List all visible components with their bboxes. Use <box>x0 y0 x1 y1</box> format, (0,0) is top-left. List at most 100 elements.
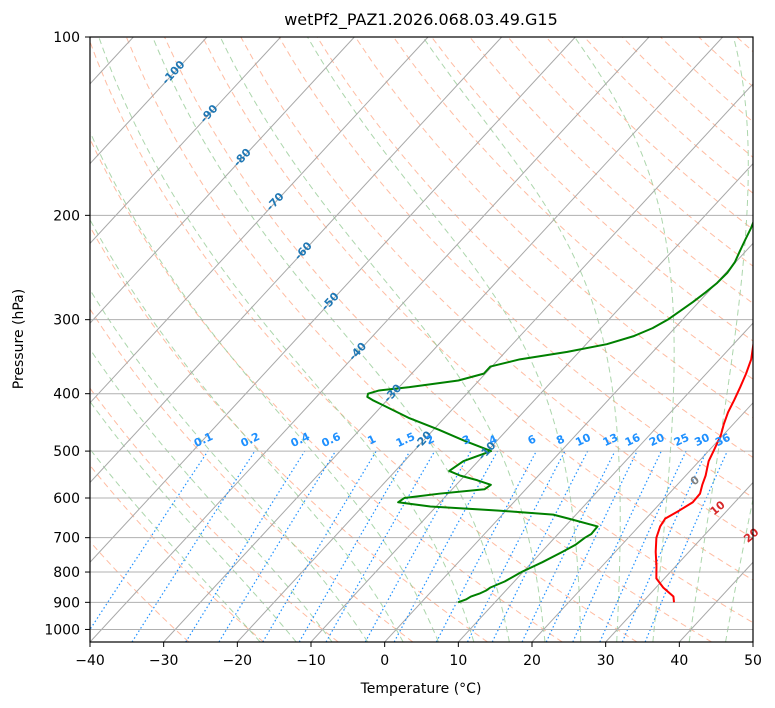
dry-adiabat-line <box>278 37 753 499</box>
moist-adiabat-line <box>422 37 621 642</box>
mixing-ratio-label: 3 <box>460 432 472 447</box>
moist-adiabat-line <box>98 37 475 642</box>
mixing-ratio-label: 30 <box>692 431 712 449</box>
moist-adiabat-line <box>90 130 439 642</box>
skewed-isotherm-line <box>605 481 753 642</box>
x-tick-label: 10 <box>449 653 467 669</box>
skewed-isotherm-line <box>90 37 503 484</box>
mixing-ratio-label: 0.6 <box>320 430 343 450</box>
y-tick-label: 200 <box>53 208 80 224</box>
y-tick-label: 700 <box>53 531 80 547</box>
mixing-ratio-line <box>644 450 728 642</box>
temperature-profile-line <box>654 341 753 603</box>
dry-adiabat-line <box>393 37 753 380</box>
skewed-isotherm-line <box>90 37 208 165</box>
skewed-isotherm-line <box>236 83 753 642</box>
skewed-isotherm-line <box>90 37 429 404</box>
plot-frame <box>89 36 754 643</box>
chart-title: wetPf2_PAZ1.2026.068.03.49.G15 <box>284 10 558 30</box>
y-tick-label: 600 <box>53 491 80 507</box>
x-tick-label: 30 <box>597 653 615 669</box>
mixing-ratio-label: 10 <box>573 431 593 449</box>
y-tick-label: 800 <box>53 565 80 581</box>
moist-adiabat-label: 0 <box>688 473 702 488</box>
mixing-ratio-line <box>435 450 537 642</box>
skewed-isotherm-line <box>384 242 753 642</box>
y-tick-label: 900 <box>53 595 80 611</box>
mixing-ratio-line <box>393 450 499 642</box>
moist-adiabat-line <box>152 37 510 642</box>
mixing-ratio-line <box>491 450 589 642</box>
mixing-ratio-label: 1.5 <box>394 430 417 450</box>
y-tick-label: 1000 <box>44 622 80 638</box>
skewed-isotherm-line <box>678 561 753 642</box>
y-tick-label: 500 <box>53 444 80 460</box>
x-tick-label: −10 <box>296 653 326 669</box>
x-tick-label: 40 <box>670 653 688 669</box>
mixing-ratio-line <box>572 450 662 642</box>
dry-adiabat-line <box>90 540 190 642</box>
mixing-ratio-line <box>599 450 687 642</box>
y-tick-label: 300 <box>53 313 80 329</box>
x-tick-label: 0 <box>380 653 389 669</box>
mixing-ratio-line <box>131 450 256 642</box>
mixing-ratio-line <box>90 450 209 631</box>
dry-adiabat-line <box>90 137 563 642</box>
dry-adiabat-line <box>164 37 753 624</box>
dry-adiabat-line <box>202 37 753 581</box>
x-axis-label: Temperature (°C) <box>360 681 482 697</box>
x-tick-label: −30 <box>149 653 179 669</box>
moist-adiabat-line <box>688 37 749 642</box>
y-tick-label: 400 <box>53 387 80 403</box>
mixing-ratio-label: 25 <box>672 431 691 449</box>
moist-adiabat-line <box>90 348 333 642</box>
dry-adiabat-line <box>316 37 753 458</box>
moist-adiabat-line <box>219 37 546 642</box>
dry-adiabat-line <box>90 387 339 642</box>
dry-adiabat-line <box>431 37 753 342</box>
mixing-ratio-label: 6 <box>526 432 539 447</box>
mixing-ratio-line <box>466 450 566 642</box>
dry-adiabat-line <box>90 40 638 642</box>
skewed-isotherm-line <box>90 37 650 642</box>
moist-adiabat-line <box>725 496 753 642</box>
moist-adiabat-line <box>90 400 297 642</box>
skewed-isotherm-line <box>752 641 753 642</box>
skewed-isotherm-line <box>310 162 753 642</box>
skewed-isotherm-line <box>90 37 355 324</box>
skewed-isotherm-line <box>90 37 282 245</box>
dry-adiabat-line <box>698 37 753 88</box>
mixing-ratio-line <box>364 450 472 642</box>
label-layer: -100-90-80-70-60-50-40-30-20-10010203040… <box>159 58 761 546</box>
x-tick-label: −40 <box>75 653 105 669</box>
mixing-ratio-label: 16 <box>623 431 643 449</box>
dry-adiabat-line <box>125 37 712 642</box>
skewed-isotherm-line <box>531 402 753 642</box>
x-tick-label: 20 <box>523 653 541 669</box>
mixing-ratio-line <box>185 450 306 642</box>
mixing-ratio-label: 8 <box>554 432 566 447</box>
mixing-ratio-label: 13 <box>601 431 620 449</box>
grid-layer <box>0 37 753 642</box>
y-tick-label: 100 <box>53 30 80 46</box>
dry-adiabat-line <box>90 464 264 642</box>
dry-adiabat-line <box>583 37 753 194</box>
dry-adiabat-line <box>469 37 753 304</box>
moist-adiabat-line <box>307 37 582 642</box>
skewed-isotherm-line <box>90 37 576 564</box>
skewed-isotherm-line <box>163 37 724 642</box>
dry-adiabat-line <box>622 37 753 159</box>
dry-adiabat-line <box>545 37 753 231</box>
skewed-isotherm-line <box>457 322 753 642</box>
dry-adiabat-line <box>354 37 753 419</box>
x-tick-label: −20 <box>223 653 253 669</box>
mixing-ratio-line <box>218 450 337 642</box>
moist-adiabat-line <box>90 448 261 642</box>
mixing-ratio-label: 20 <box>647 431 667 449</box>
moist-adiabat-line <box>574 37 675 642</box>
series-layer <box>366 220 753 604</box>
mixing-ratio-line <box>545 450 638 642</box>
mixing-ratio-line <box>521 450 616 642</box>
skewed-isotherm-line <box>0 37 60 642</box>
